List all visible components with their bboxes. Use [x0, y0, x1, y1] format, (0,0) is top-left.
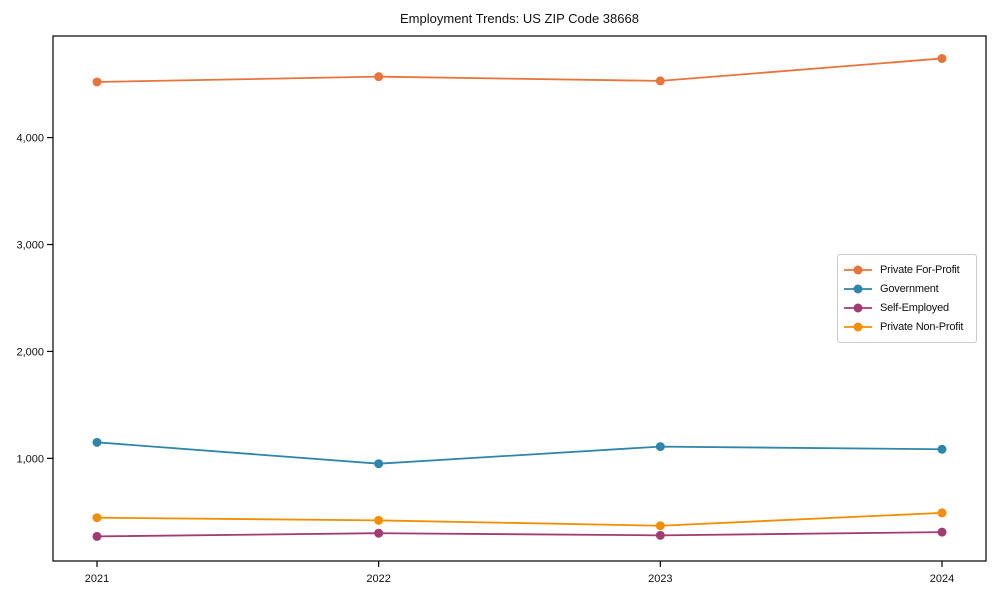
- legend-label: Self-Employed: [880, 302, 949, 314]
- series-point-self-employed: [655, 530, 665, 540]
- y-tick-label: 1,000: [16, 453, 44, 465]
- series-point-self-employed: [374, 528, 384, 538]
- legend: Private For-Profit Government Self-Employe…: [837, 254, 977, 343]
- legend-swatch-government: [844, 284, 872, 294]
- series-point-private-non-profit: [92, 513, 102, 523]
- legend-swatch-self-employed: [844, 303, 872, 313]
- series-point-government: [374, 459, 384, 469]
- legend-item-private-non-profit: Private Non-Profit: [843, 318, 973, 336]
- series-point-government: [655, 442, 665, 452]
- x-tick-label: 2021: [85, 573, 109, 585]
- series-point-private-non-profit: [655, 521, 665, 531]
- legend-swatch-marker: [853, 265, 863, 275]
- plot-border: [52, 35, 987, 562]
- legend-item-private-for-profit: Private For-Profit: [843, 261, 973, 279]
- legend-label: Government: [880, 283, 939, 295]
- legend-swatch-marker: [853, 322, 863, 332]
- legend-item-government: Government: [843, 280, 973, 298]
- series-line-private-non-profit: [96, 511, 943, 527]
- series-line-self-employed: [96, 531, 943, 538]
- series-line-private-for-profit: [96, 57, 943, 83]
- y-tick-label: 4,000: [16, 133, 44, 145]
- series-line-government: [96, 441, 943, 465]
- x-tick-label: 2024: [930, 573, 954, 585]
- series-point-private-non-profit: [937, 508, 947, 518]
- x-tick-label: 2023: [648, 573, 672, 585]
- y-tick-label: 2,000: [16, 346, 44, 358]
- legend-swatch-marker: [853, 303, 863, 313]
- series-point-private-for-profit: [374, 72, 384, 82]
- series-point-private-for-profit: [655, 76, 665, 86]
- legend-swatch-private-non-profit: [844, 322, 872, 332]
- y-tick-label: 3,000: [16, 240, 44, 252]
- series-point-private-non-profit: [374, 515, 384, 525]
- series-point-government: [937, 444, 947, 454]
- legend-item-self-employed: Self-Employed: [843, 299, 973, 317]
- legend-label: Private Non-Profit: [880, 321, 964, 333]
- series-point-private-for-profit: [92, 77, 102, 87]
- legend-swatch-marker: [853, 284, 863, 294]
- legend-swatch-private-for-profit: [844, 265, 872, 275]
- chart-title: Employment Trends: US ZIP Code 38668: [400, 11, 639, 26]
- series-point-self-employed: [937, 527, 947, 537]
- legend-label: Private For-Profit: [880, 264, 960, 276]
- series-point-private-for-profit: [937, 53, 947, 63]
- x-tick-label: 2022: [366, 573, 390, 585]
- series-point-self-employed: [92, 531, 102, 541]
- series-point-government: [92, 437, 102, 447]
